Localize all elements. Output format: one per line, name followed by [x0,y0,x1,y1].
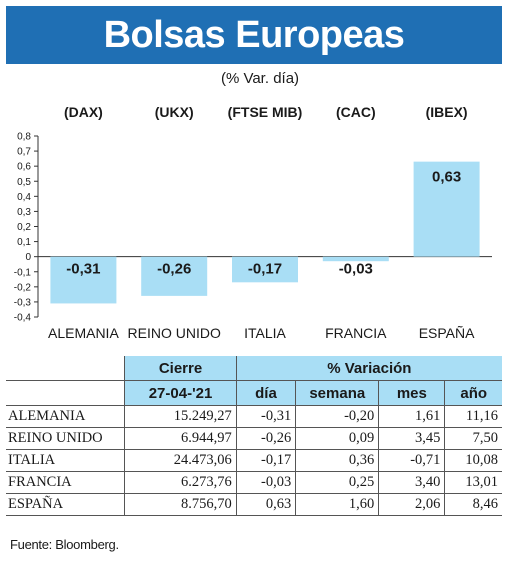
cierre-cell: 6.944,97 [124,427,237,450]
table-row: ESPAÑA 8.756,70 0,63 1,60 2,06 8,46 [6,493,502,516]
cierre-cell: 6.273,76 [124,471,237,494]
category-label: ESPAÑA [419,325,475,341]
anio-cell: 13,01 [444,471,502,494]
title-banner: Bolsas Europeas [6,6,502,64]
date-header: 27-04-'21 [124,380,237,406]
table-group-header-row: Cierre % Variación [6,356,502,381]
index-label: (UKX) [155,104,194,120]
index-label: (IBEX) [426,104,468,120]
index-label: (FTSE MIB) [228,104,303,120]
chart-svg: -0,4 -0,3 -0,2 -0,1 0 0,1 0,2 0,3 0,4 0,5 0,6 0,7 0,… [14,104,492,341]
mes-cell: 3,40 [378,471,445,494]
y-tick-label: -0,4 [14,313,32,324]
anio-cell: 7,50 [444,427,502,450]
y-tick-label: 0,7 [17,147,31,158]
cierre-header: Cierre [124,356,237,381]
country-cell: REINO UNIDO [6,427,125,450]
semana-cell: -0,20 [295,405,379,428]
country-cell: FRANCIA [6,471,125,494]
anio-cell: 8,46 [444,493,502,516]
dia-cell: 0,63 [235,493,296,516]
bar-value-label: -0,17 [248,261,282,278]
table-row: FRANCIA 6.273,76 -0,03 0,25 3,40 13,01 [6,471,502,494]
country-cell: ITALIA [6,449,125,472]
semana-cell: 0,09 [295,427,379,450]
anio-cell: 11,16 [444,405,502,428]
country-cell: ESPAÑA [6,493,125,516]
mes-cell: 3,45 [378,427,445,450]
dia-cell: -0,03 [235,471,296,494]
bar-value-label: -0,31 [66,261,100,278]
bar [50,256,117,304]
category-label: REINO UNIDO [128,325,221,341]
mes-cell: 2,06 [378,493,445,516]
mes-cell: 1,61 [378,405,445,428]
y-tick-label: 0,8 [17,132,31,143]
category-label: ITALIA [244,325,286,341]
y-tick-label: 0,5 [17,177,31,188]
y-tick-label: 0,2 [17,222,31,233]
y-tick-label: 0,6 [17,162,31,173]
y-tick-label: -0,3 [14,297,32,308]
bar-value-label: -0,26 [157,261,191,278]
bar [322,256,389,262]
chart-subtitle: (% Var. día) [220,70,300,87]
semana-cell: 0,36 [295,449,379,472]
variacion-header: % Variación [235,356,502,381]
cierre-cell: 24.473,06 [124,449,237,472]
y-tick-label: 0,1 [17,237,31,248]
category-label: ALEMANIA [48,325,119,341]
category-label: FRANCIA [325,325,387,341]
bar-chart: -0,4 -0,3 -0,2 -0,1 0 0,1 0,2 0,3 0,4 0,5 0,6 0,7 0,… [0,96,520,350]
table-row: ALEMANIA 15.249,27 -0,31 -0,20 1,61 11,1… [6,405,502,428]
y-tick-label: -0,2 [14,282,32,293]
y-tick-label: 0 [25,252,31,263]
bar [413,161,480,257]
mes-cell: -0,71 [378,449,445,472]
anio-header: año [444,380,502,406]
table-row: ITALIA 24.473,06 -0,17 0,36 -0,71 10,08 [6,449,502,472]
table-sub-header-row: 27-04-'21 día semana mes año [6,380,502,406]
index-label: (DAX) [64,104,103,120]
y-tick-label: 0,3 [17,207,31,218]
mes-header: mes [378,380,445,406]
dia-cell: -0,31 [235,405,296,428]
semana-header: semana [295,380,379,406]
dia-header: día [235,380,296,406]
table-corner-cell [6,356,125,381]
table-row: REINO UNIDO 6.944,97 -0,26 0,09 3,45 7,5… [6,427,502,450]
source-note: Fuente: Bloomberg. [10,537,119,552]
cierre-cell: 15.249,27 [124,405,237,428]
bar-value-label: 0,63 [432,169,461,186]
semana-cell: 0,25 [295,471,379,494]
bar [141,256,208,296]
cierre-cell: 8.756,70 [124,493,237,516]
page-title: Bolsas Europeas [103,14,405,56]
y-tick-label: -0,1 [14,267,32,278]
semana-cell: 1,60 [295,493,379,516]
market-table: Cierre % Variación 27-04-'21 día semana … [6,356,502,516]
dia-cell: -0,26 [235,427,296,450]
bar-value-label: -0,03 [339,261,373,278]
dia-cell: -0,17 [235,449,296,472]
country-cell: ALEMANIA [6,405,125,428]
index-label: (CAC) [336,104,376,120]
anio-cell: 10,08 [444,449,502,472]
y-tick-label: 0,4 [17,192,31,203]
table-corner-cell [6,380,125,406]
bar [232,256,298,283]
